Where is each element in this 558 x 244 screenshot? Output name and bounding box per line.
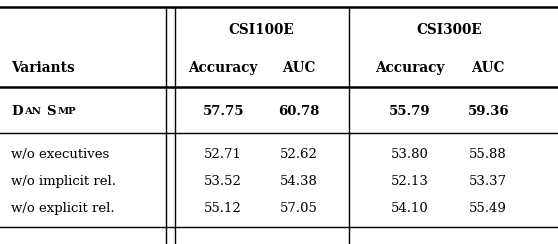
- Text: 54.10: 54.10: [391, 202, 429, 215]
- Text: D: D: [11, 104, 23, 118]
- Text: 52.71: 52.71: [204, 148, 242, 162]
- Text: S: S: [46, 104, 55, 118]
- Text: CSI300E: CSI300E: [416, 23, 482, 38]
- Text: 55.79: 55.79: [389, 104, 431, 118]
- Text: AUC: AUC: [282, 61, 315, 75]
- Text: MP: MP: [57, 107, 76, 115]
- Text: 55.12: 55.12: [204, 202, 242, 215]
- Text: 55.88: 55.88: [469, 148, 507, 162]
- Text: 52.13: 52.13: [391, 175, 429, 188]
- Text: 57.75: 57.75: [203, 104, 244, 118]
- Text: w/o implicit rel.: w/o implicit rel.: [11, 175, 116, 188]
- Text: 52.62: 52.62: [280, 148, 318, 162]
- Text: Accuracy: Accuracy: [376, 61, 445, 75]
- Text: CSI100E: CSI100E: [228, 23, 294, 38]
- Text: 57.05: 57.05: [280, 202, 318, 215]
- Text: 55.49: 55.49: [469, 202, 507, 215]
- Text: AN: AN: [25, 107, 41, 115]
- Text: 53.37: 53.37: [469, 175, 507, 188]
- Text: 54.38: 54.38: [280, 175, 318, 188]
- Text: w/o executives: w/o executives: [11, 148, 109, 162]
- Text: w/o explicit rel.: w/o explicit rel.: [11, 202, 115, 215]
- Text: 59.36: 59.36: [468, 104, 509, 118]
- Text: 60.78: 60.78: [278, 104, 319, 118]
- Text: Variants: Variants: [11, 61, 75, 75]
- Text: 53.80: 53.80: [391, 148, 429, 162]
- Text: 53.52: 53.52: [204, 175, 242, 188]
- Text: AUC: AUC: [472, 61, 505, 75]
- Text: Accuracy: Accuracy: [189, 61, 258, 75]
